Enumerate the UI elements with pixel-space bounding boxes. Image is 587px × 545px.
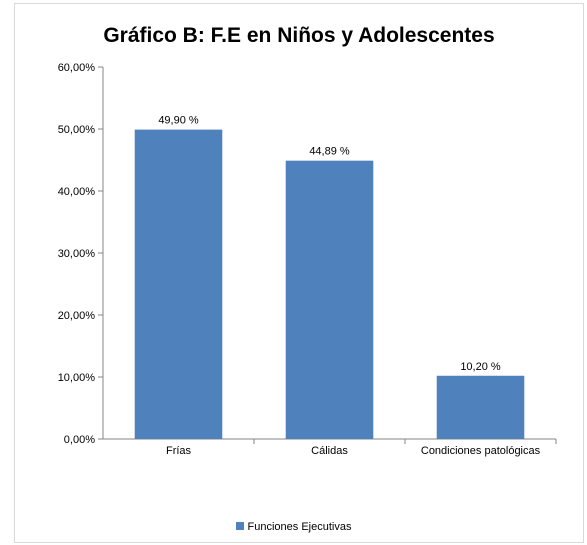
y-tick-label: 60,00%: [58, 62, 96, 74]
y-tick-label: 10,00%: [58, 372, 96, 384]
data-label: 44,89 %: [309, 146, 350, 158]
legend-swatch-icon: [235, 522, 244, 530]
x-tick-label: Frías: [166, 445, 192, 457]
y-tick-label: 50,00%: [58, 124, 96, 136]
bar: [436, 375, 525, 439]
x-tick-label: Condiciones patológicas: [421, 445, 541, 457]
x-tick-label: Cálidas: [311, 445, 348, 457]
chart-legend: Funciones Ejecutivas: [0, 521, 587, 533]
bar: [134, 129, 223, 439]
bar: [285, 160, 374, 439]
y-tick-label: 20,00%: [58, 310, 96, 322]
y-tick-label: 40,00%: [58, 186, 96, 198]
y-tick-label: 0,00%: [64, 434, 95, 446]
data-label: 49,90 %: [158, 115, 199, 127]
chart-title: Gráfico B: F.E en Niños y Adolescentes: [103, 24, 495, 47]
y-tick-label: 30,00%: [58, 248, 96, 260]
legend-label: Funciones Ejecutivas: [247, 521, 352, 533]
data-label: 10,20 %: [460, 361, 501, 373]
